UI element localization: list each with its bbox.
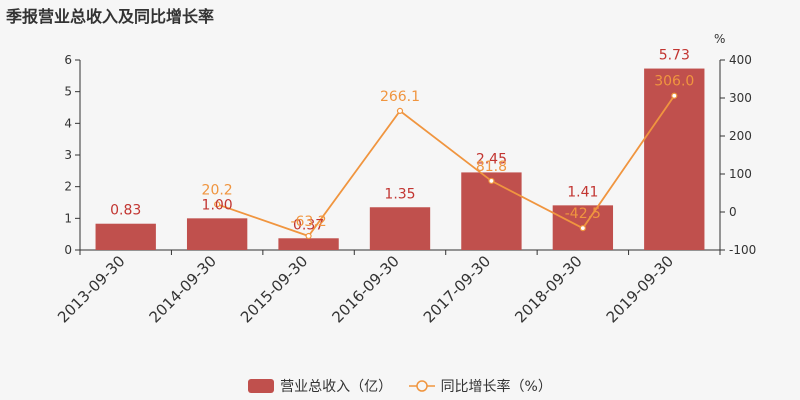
bar[interactable] <box>278 238 339 250</box>
y-right-tick-label: 300 <box>729 91 752 105</box>
y-left-tick-label: 3 <box>64 148 72 162</box>
bar[interactable] <box>461 172 522 250</box>
legend-label-growth: 同比增长率（%） <box>440 379 552 395</box>
line-point[interactable] <box>488 177 495 185</box>
y-left-tick-label: 5 <box>64 85 72 99</box>
line-point[interactable] <box>305 232 312 240</box>
chart-svg: 0 1 2 3 4 5 6 -100 0 100 200 300 400% 2013-09-30 2014-… <box>54 32 756 326</box>
legend: 营业总收入（亿） 同比增长率（%） <box>0 376 800 397</box>
bar-value-label: 1.35 <box>384 186 415 202</box>
bar-value-label: 2.45 <box>476 151 507 167</box>
bar-value-label: 1.41 <box>567 184 598 200</box>
line-point[interactable] <box>214 201 221 208</box>
x-tick-label: 2016-09-30 <box>328 252 402 326</box>
line-value-label: 20.2 <box>202 182 233 198</box>
line-value-label: -42.5 <box>565 206 601 222</box>
bar-value-label: 1.00 <box>202 197 233 213</box>
line-point[interactable] <box>579 225 586 232</box>
y-left-tick-label: 1 <box>64 211 72 225</box>
y-right-tick-label: 200 <box>729 129 752 143</box>
y-left-tick-label: 4 <box>64 116 72 130</box>
line-value-label: -63.2 <box>290 214 326 230</box>
y-right-tick-label: 0 <box>729 205 737 219</box>
legend-item-revenue[interactable]: 营业总收入（亿） <box>248 376 392 396</box>
legend-label-revenue: 营业总收入（亿） <box>280 379 393 395</box>
y-left-tick-label: 2 <box>64 180 72 194</box>
line-point[interactable] <box>671 92 678 99</box>
bar-value-label: 0.83 <box>110 203 141 219</box>
line-series[interactable] <box>214 92 678 240</box>
x-tick-label: 2019-09-30 <box>603 252 677 326</box>
y-right-unit: % <box>714 32 725 46</box>
bar-value-label: 0.37 <box>293 217 324 233</box>
line-point[interactable] <box>396 107 404 114</box>
bar[interactable] <box>95 223 156 250</box>
y-left-tick-label: 6 <box>64 53 72 67</box>
x-tick-label: 2015-09-30 <box>237 252 311 326</box>
legend-line-swatch <box>408 380 435 392</box>
y-right-tick-label: -100 <box>729 243 756 257</box>
y-left-tick-label: 0 <box>64 243 72 257</box>
legend-item-growth[interactable]: 同比增长率（%） <box>408 376 552 396</box>
bar-value-label: 5.73 <box>659 48 690 64</box>
growth-line[interactable] <box>216 95 676 238</box>
line-value-label: 306.0 <box>654 74 694 90</box>
line-value-label: 81.8 <box>476 159 507 175</box>
bar[interactable] <box>186 218 248 250</box>
y-right-tick-label: 100 <box>729 167 752 181</box>
legend-bar-swatch <box>248 379 275 393</box>
x-tick-label: 2017-09-30 <box>420 252 494 326</box>
line-value-label: 266.1 <box>380 89 420 105</box>
x-tick-label: 2018-09-30 <box>511 252 585 326</box>
chart-title: 季报营业总收入及同比增长率 <box>6 7 215 26</box>
x-tick-label: 2014-09-30 <box>146 252 220 326</box>
bar[interactable] <box>369 207 431 250</box>
y-right-tick-label: 400 <box>729 53 752 67</box>
data-labels: 0.83 1.00 0.37 1.35 2.45 1.41 5.73 20.2 -63.2 266… <box>110 48 694 234</box>
x-tick-label: 2013-09-30 <box>54 252 128 326</box>
